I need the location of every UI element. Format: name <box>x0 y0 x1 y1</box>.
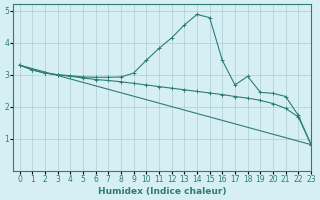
X-axis label: Humidex (Indice chaleur): Humidex (Indice chaleur) <box>98 187 226 196</box>
